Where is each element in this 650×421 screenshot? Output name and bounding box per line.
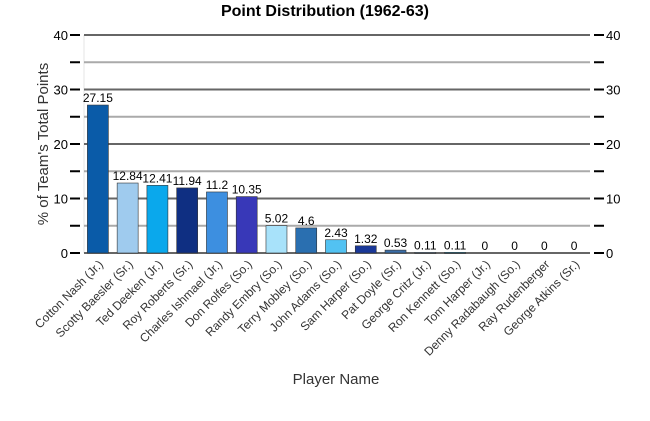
bar	[235, 196, 258, 254]
y-tick-label-left: 30	[54, 83, 68, 98]
data-label: 4.6	[298, 214, 315, 228]
bar	[116, 182, 139, 254]
bar	[206, 191, 228, 254]
bar	[325, 239, 347, 254]
bar	[265, 225, 288, 254]
y-tick-label-right: 30	[606, 83, 620, 98]
bar	[414, 252, 437, 254]
data-label: 11.2	[206, 178, 229, 192]
y-tick-label-left: 10	[54, 192, 68, 207]
x-axis-label: Player Name	[293, 371, 380, 388]
data-label: 11.94	[173, 174, 202, 188]
bar	[354, 245, 377, 254]
bar	[384, 249, 407, 254]
bar	[176, 187, 198, 254]
chart-title: Point Distribution (1962-63)	[221, 3, 429, 20]
y-tick-label-right: 40	[606, 28, 620, 43]
y-axis-label: % of Team's Total Points	[35, 63, 52, 225]
y-tick-label-left: 0	[61, 246, 68, 261]
data-label: 0	[481, 239, 488, 253]
data-label: 0.11	[444, 238, 467, 252]
y-tick-label-right: 10	[606, 192, 620, 207]
y-tick-label-left: 40	[54, 28, 68, 43]
bar	[146, 185, 169, 254]
bar	[444, 252, 466, 254]
data-label: 0.53	[384, 236, 408, 250]
data-label: 12.84	[113, 169, 143, 183]
data-label: 0	[541, 239, 548, 253]
data-label: 5.02	[265, 212, 289, 226]
data-label: 0	[511, 239, 518, 253]
y-tick-label-left: 20	[54, 137, 68, 152]
data-label: 27.15	[83, 91, 113, 105]
y-tick-label-right: 0	[606, 246, 613, 261]
data-label: 0.11	[414, 238, 437, 252]
bar	[87, 104, 109, 254]
data-label: 2.43	[324, 226, 348, 240]
y-tick-label-right: 20	[606, 137, 620, 152]
data-label: 10.35	[232, 183, 262, 197]
data-label: 12.41	[142, 171, 172, 185]
bar	[295, 227, 318, 254]
data-label: 0	[571, 239, 578, 253]
data-label: 1.32	[354, 232, 378, 246]
